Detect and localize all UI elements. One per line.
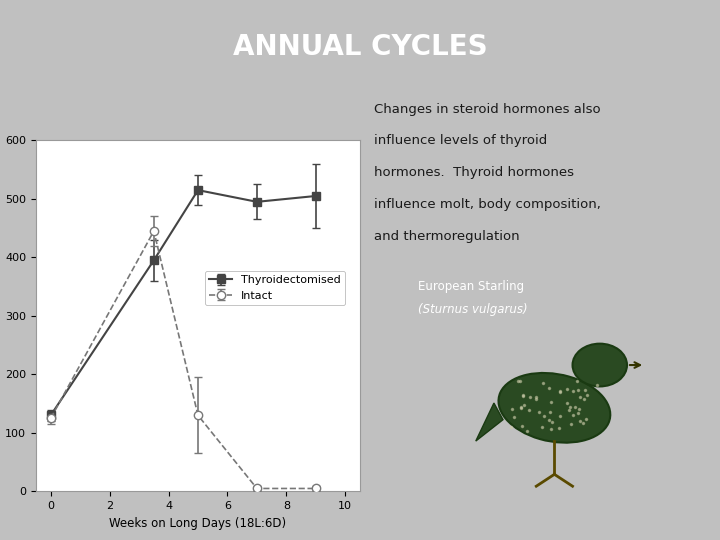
Text: European Starling: European Starling (418, 280, 524, 293)
Text: ANNUAL CYCLES: ANNUAL CYCLES (233, 33, 487, 61)
Ellipse shape (498, 373, 611, 443)
X-axis label: Weeks on Long Days (18L:6D): Weeks on Long Days (18L:6D) (109, 517, 287, 530)
Legend: Thyroidectomised, Intact: Thyroidectomised, Intact (205, 271, 345, 305)
Text: influence levels of thyroid: influence levels of thyroid (374, 134, 548, 147)
Text: and thermoregulation: and thermoregulation (374, 230, 520, 242)
Text: influence molt, body composition,: influence molt, body composition, (374, 198, 601, 211)
Polygon shape (476, 403, 503, 441)
Circle shape (572, 343, 627, 387)
Text: Changes in steroid hormones also: Changes in steroid hormones also (374, 103, 601, 116)
Text: hormones.  Thyroid hormones: hormones. Thyroid hormones (374, 166, 575, 179)
Text: (Sturnus vulgarus): (Sturnus vulgarus) (418, 303, 528, 316)
